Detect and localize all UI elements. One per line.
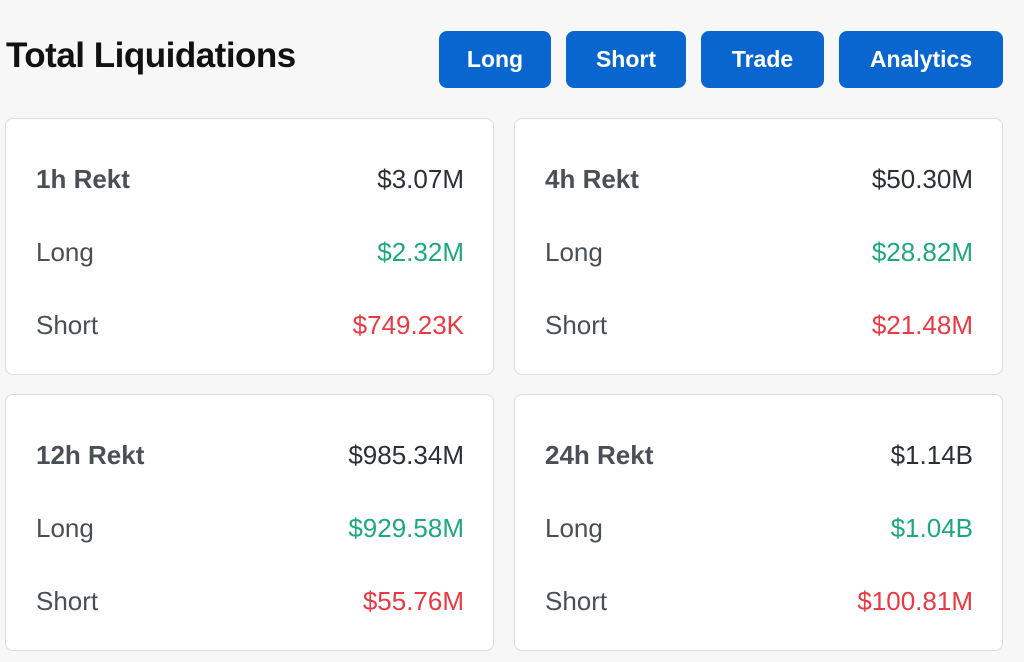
card-24h: 24h Rekt $1.14B Long $1.04B Short $100.8… bbox=[514, 394, 1003, 651]
header: Total Liquidations Long Short Trade Anal… bbox=[0, 0, 1024, 110]
long-row: Long $2.32M bbox=[36, 216, 464, 289]
long-value: $2.32M bbox=[377, 237, 464, 267]
long-button[interactable]: Long bbox=[439, 31, 551, 88]
short-row: Short $100.81M bbox=[545, 565, 973, 638]
short-row: Short $749.23K bbox=[36, 289, 464, 362]
short-row: Short $21.48M bbox=[545, 289, 973, 362]
period-label: 1h Rekt bbox=[36, 164, 130, 194]
short-label: Short bbox=[36, 586, 99, 616]
total-row: 24h Rekt $1.14B bbox=[545, 419, 973, 492]
short-value: $749.23K bbox=[352, 310, 464, 340]
total-value: $3.07M bbox=[377, 164, 464, 194]
period-label: 4h Rekt bbox=[545, 164, 639, 194]
total-row: 1h Rekt $3.07M bbox=[36, 143, 464, 216]
card-12h: 12h Rekt $985.34M Long $929.58M Short $5… bbox=[5, 394, 494, 651]
nav-buttons: Long Short Trade Analytics bbox=[439, 31, 1003, 88]
short-value: $55.76M bbox=[362, 586, 464, 616]
long-label: Long bbox=[545, 513, 603, 543]
total-value: $1.14B bbox=[890, 440, 973, 470]
trade-button[interactable]: Trade bbox=[701, 31, 824, 88]
total-value: $50.30M bbox=[871, 164, 973, 194]
analytics-button[interactable]: Analytics bbox=[839, 31, 1003, 88]
short-label: Short bbox=[36, 310, 99, 340]
liquidation-cards: 1h Rekt $3.07M Long $2.32M Short $749.23… bbox=[5, 118, 1003, 651]
long-row: Long $28.82M bbox=[545, 216, 973, 289]
short-label: Short bbox=[545, 310, 608, 340]
short-label: Short bbox=[545, 586, 608, 616]
period-label: 12h Rekt bbox=[36, 440, 145, 470]
card-4h: 4h Rekt $50.30M Long $28.82M Short $21.4… bbox=[514, 118, 1003, 375]
long-value: $1.04B bbox=[890, 513, 973, 543]
card-1h: 1h Rekt $3.07M Long $2.32M Short $749.23… bbox=[5, 118, 494, 375]
short-button[interactable]: Short bbox=[566, 31, 686, 88]
long-label: Long bbox=[36, 513, 94, 543]
period-label: 24h Rekt bbox=[545, 440, 654, 470]
long-label: Long bbox=[36, 237, 94, 267]
total-row: 12h Rekt $985.34M bbox=[36, 419, 464, 492]
long-row: Long $929.58M bbox=[36, 492, 464, 565]
short-row: Short $55.76M bbox=[36, 565, 464, 638]
total-value: $985.34M bbox=[348, 440, 464, 470]
long-value: $929.58M bbox=[348, 513, 464, 543]
long-label: Long bbox=[545, 237, 603, 267]
long-value: $28.82M bbox=[871, 237, 973, 267]
short-value: $21.48M bbox=[871, 310, 973, 340]
short-value: $100.81M bbox=[857, 586, 973, 616]
total-row: 4h Rekt $50.30M bbox=[545, 143, 973, 216]
long-row: Long $1.04B bbox=[545, 492, 973, 565]
page-title: Total Liquidations bbox=[6, 36, 296, 75]
